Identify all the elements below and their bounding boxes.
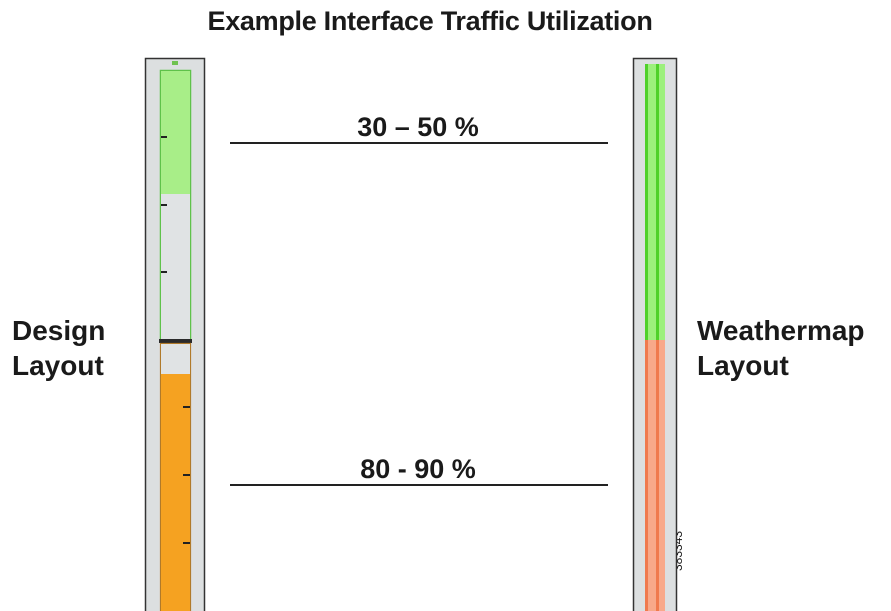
design-layout-label: Design Layout: [12, 313, 105, 383]
design-bar-orange-segment: [161, 374, 190, 611]
weathermap-bar-orange-line-left: [645, 340, 648, 611]
design-bar-top-marker: [172, 61, 178, 65]
weathermap-layout-label-line2: Layout: [697, 350, 789, 381]
design-bar-ticks: [161, 136, 190, 544]
design-layout-bar: [144, 57, 206, 611]
range-label-high: 80 - 90 %: [360, 454, 476, 484]
weathermap-layout-bar: [632, 57, 678, 611]
range-label-low: 30 – 50 %: [357, 112, 479, 142]
design-bar-orange-zone-outline: [159, 342, 192, 611]
weathermap-layout-label: Weathermap Layout: [697, 313, 865, 383]
design-bar-empty-segment-upper: [161, 194, 190, 340]
weathermap-layout-label-line1: Weathermap: [697, 315, 865, 346]
weathermap-bar-orange-segment: [645, 340, 665, 611]
range-line-low: [230, 142, 608, 144]
weathermap-bar-green-line-right: [656, 64, 659, 340]
design-layout-label-line1: Design: [12, 315, 106, 346]
weathermap-bar-green-segment: [645, 64, 665, 340]
design-layout-label-line2: Layout: [12, 350, 104, 381]
diagram-title: Example Interface Traffic Utilization: [207, 6, 653, 36]
weathermap-bar-orange-line-right: [656, 340, 659, 611]
design-bar-threshold: [159, 339, 192, 343]
design-bar-green-segment: [161, 71, 190, 194]
weathermap-bar-green-line-left: [645, 64, 648, 340]
design-bar-empty-segment-lower: [161, 344, 190, 374]
range-line-high: [230, 484, 608, 486]
